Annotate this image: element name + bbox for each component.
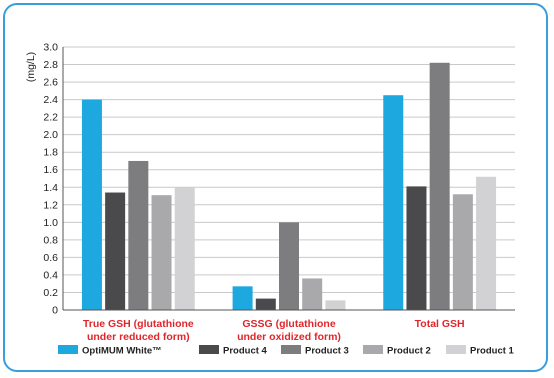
y-tick-label: 0.6	[43, 252, 58, 264]
bar	[302, 278, 323, 310]
legend-label: Product 1	[470, 346, 515, 357]
category-label: under oxidized form)	[237, 331, 341, 343]
bar	[232, 286, 253, 310]
y-tick-label: 1.4	[43, 182, 58, 194]
category-label: Total GSH	[415, 318, 465, 330]
y-tick-label: 1.6	[43, 164, 58, 176]
legend-swatch	[363, 345, 383, 354]
bars	[81, 62, 497, 310]
y-tick-label: 0	[52, 305, 58, 317]
y-tick-label: 0.2	[43, 287, 58, 299]
y-tick-label: 2.6	[43, 77, 58, 89]
y-tick-label: 2.4	[43, 94, 58, 106]
bar	[325, 300, 346, 310]
legend-label: OptiMUM White™	[82, 346, 162, 357]
category-label: True GSH (glutathione	[83, 318, 194, 330]
axes	[62, 47, 515, 311]
legend-swatch	[281, 345, 301, 354]
legend-label: Product 3	[305, 346, 349, 357]
y-tick-label: 3.0	[43, 42, 58, 54]
bar	[128, 160, 149, 310]
category-label: GSSG (glutathione	[242, 318, 335, 330]
category-label: under reduced form)	[87, 331, 190, 343]
bar	[429, 62, 450, 310]
bar	[81, 99, 102, 310]
legend-label: Product 2	[387, 346, 431, 357]
y-axis-label: (mg/L)	[25, 52, 37, 82]
bar	[151, 195, 172, 310]
y-tick-label: 0.8	[43, 234, 58, 246]
y-tick-label: 0.4	[43, 269, 58, 281]
y-tick-labels: 0 0.2 0.4 0.6 0.8 1.0 1.2 1.4 1.6 1.8 2.0 2.2 2.4 2.6…	[43, 42, 58, 317]
y-tick-label: 1.0	[43, 217, 58, 229]
legend-label: Product 4	[223, 346, 268, 357]
bar	[255, 298, 276, 310]
y-tick-label: 2.0	[43, 129, 58, 141]
legend-swatch	[58, 345, 78, 354]
bar	[406, 186, 427, 310]
legend-swatch	[446, 345, 466, 354]
y-tick-label: 2.2	[43, 112, 58, 124]
bar	[279, 222, 299, 310]
bar	[476, 176, 497, 310]
bar	[452, 194, 473, 310]
y-tick-label: 1.2	[43, 199, 58, 211]
bar	[383, 95, 404, 310]
y-tick-label: 1.8	[43, 147, 58, 159]
y-tick-label: 2.8	[43, 59, 58, 71]
legend-swatch	[199, 345, 219, 354]
bar	[174, 187, 195, 310]
bar	[105, 192, 126, 310]
legend: OptiMUM White™ Product 4 Product 3 Product …	[58, 345, 515, 357]
